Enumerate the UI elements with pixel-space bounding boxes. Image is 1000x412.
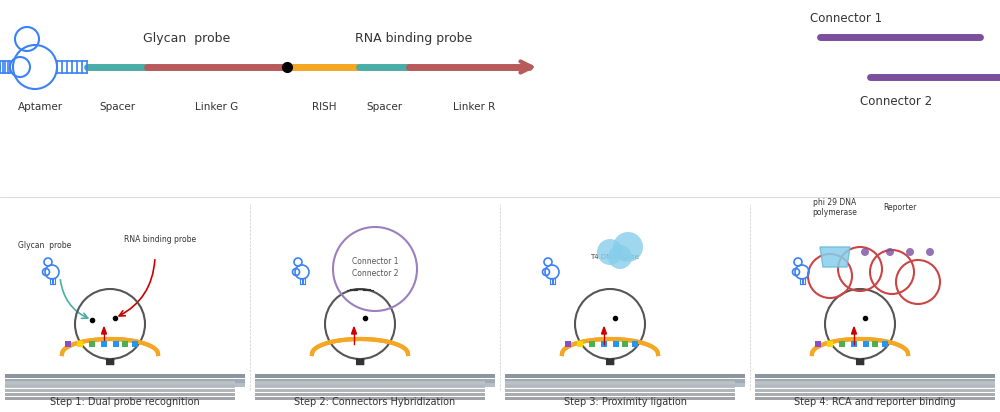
- Polygon shape: [102, 327, 107, 334]
- FancyBboxPatch shape: [255, 379, 495, 382]
- Text: Step 2: Connectors Hybridization: Step 2: Connectors Hybridization: [294, 397, 456, 407]
- Polygon shape: [820, 247, 850, 267]
- Polygon shape: [602, 327, 606, 334]
- FancyBboxPatch shape: [255, 374, 495, 378]
- Text: Step 3: Proximity ligation: Step 3: Proximity ligation: [564, 397, 686, 407]
- Bar: [755, 384, 995, 388]
- Text: Reporter: Reporter: [883, 203, 917, 212]
- Bar: [77, 341, 83, 347]
- Bar: [5, 396, 235, 400]
- Bar: [601, 341, 607, 347]
- Text: Glycan  probe: Glycan probe: [143, 32, 231, 45]
- Bar: [505, 393, 735, 396]
- Text: phi 29 DNA
polymerase: phi 29 DNA polymerase: [813, 198, 857, 217]
- Text: Connector 2: Connector 2: [352, 269, 398, 279]
- Text: Spacer: Spacer: [99, 102, 135, 112]
- Bar: [851, 341, 857, 347]
- FancyBboxPatch shape: [505, 379, 745, 382]
- Circle shape: [886, 248, 894, 256]
- Circle shape: [613, 232, 643, 262]
- Bar: [505, 396, 735, 400]
- FancyBboxPatch shape: [5, 374, 245, 378]
- Bar: [255, 381, 485, 384]
- Bar: [505, 389, 735, 392]
- Text: RISH: RISH: [312, 102, 336, 112]
- Text: Aptamer: Aptamer: [17, 102, 63, 112]
- Circle shape: [597, 239, 623, 265]
- Bar: [839, 341, 845, 347]
- Bar: [589, 341, 595, 347]
- Bar: [815, 341, 821, 347]
- Bar: [632, 341, 638, 347]
- FancyBboxPatch shape: [755, 383, 995, 387]
- Bar: [132, 341, 138, 347]
- Bar: [815, 341, 821, 347]
- Bar: [827, 341, 833, 347]
- Bar: [505, 384, 735, 388]
- FancyBboxPatch shape: [505, 374, 745, 378]
- Text: Linker G: Linker G: [195, 102, 239, 112]
- Text: T4 DNA ligase: T4 DNA ligase: [591, 254, 639, 260]
- Text: RNA binding probe: RNA binding probe: [124, 235, 196, 244]
- Bar: [255, 389, 485, 392]
- Bar: [827, 341, 833, 347]
- FancyBboxPatch shape: [5, 383, 245, 387]
- Bar: [255, 393, 485, 396]
- Text: Step 4: RCA and reporter binding: Step 4: RCA and reporter binding: [794, 397, 956, 407]
- Bar: [113, 341, 119, 347]
- Text: Step 1: Dual probe recognition: Step 1: Dual probe recognition: [50, 397, 200, 407]
- Circle shape: [861, 248, 869, 256]
- Bar: [755, 381, 995, 384]
- FancyBboxPatch shape: [755, 374, 995, 378]
- Polygon shape: [352, 327, 357, 334]
- Bar: [872, 341, 878, 347]
- Text: Glycan  probe: Glycan probe: [18, 241, 72, 250]
- Bar: [65, 341, 71, 347]
- Bar: [755, 393, 995, 396]
- Bar: [5, 384, 235, 388]
- Bar: [565, 341, 571, 347]
- Bar: [863, 341, 869, 347]
- Bar: [851, 341, 857, 347]
- FancyBboxPatch shape: [755, 379, 995, 382]
- Bar: [755, 389, 995, 392]
- Bar: [863, 341, 869, 347]
- Bar: [89, 341, 95, 347]
- Circle shape: [906, 248, 914, 256]
- Bar: [882, 341, 888, 347]
- Text: Connector 1: Connector 1: [352, 258, 398, 267]
- Bar: [5, 389, 235, 392]
- Bar: [505, 381, 735, 384]
- Text: Connector 2: Connector 2: [860, 95, 932, 108]
- Bar: [872, 341, 878, 347]
- Bar: [839, 341, 845, 347]
- Bar: [5, 381, 235, 384]
- FancyBboxPatch shape: [255, 383, 495, 387]
- Bar: [122, 341, 128, 347]
- Bar: [255, 396, 485, 400]
- Bar: [622, 341, 628, 347]
- Bar: [882, 341, 888, 347]
- Bar: [101, 341, 107, 347]
- FancyBboxPatch shape: [5, 379, 245, 382]
- Circle shape: [608, 245, 632, 269]
- Bar: [613, 341, 619, 347]
- Text: Spacer: Spacer: [366, 102, 402, 112]
- Text: Connector 1: Connector 1: [810, 12, 882, 25]
- FancyBboxPatch shape: [505, 383, 745, 387]
- Text: Linker R: Linker R: [453, 102, 495, 112]
- Bar: [577, 341, 583, 347]
- Circle shape: [926, 248, 934, 256]
- Bar: [255, 384, 485, 388]
- Polygon shape: [851, 327, 856, 334]
- Bar: [755, 396, 995, 400]
- Bar: [5, 393, 235, 396]
- Text: RNA binding probe: RNA binding probe: [355, 32, 473, 45]
